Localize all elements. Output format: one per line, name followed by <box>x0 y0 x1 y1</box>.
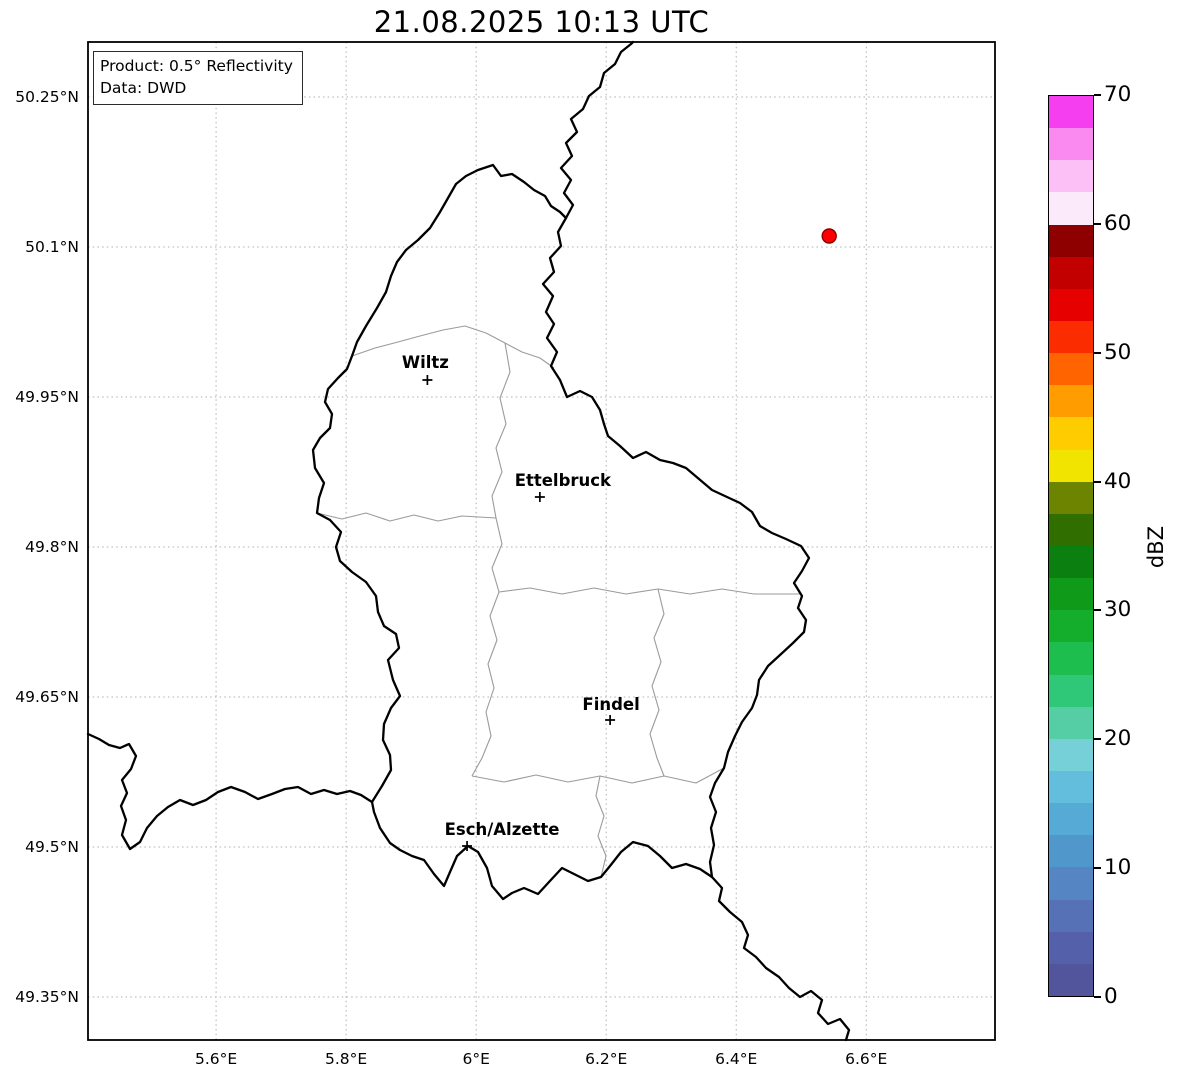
colorbar-tick-mark <box>1094 480 1101 483</box>
belgium-germany-border <box>559 40 635 220</box>
x-tick-label: 6°E <box>462 1050 490 1068</box>
district-border <box>316 512 497 522</box>
product-info-line: Product: 0.5° Reflectivity <box>100 57 293 75</box>
colorbar-segment <box>1049 674 1093 707</box>
y-tick-label: 49.5°N <box>25 838 79 856</box>
colorbar-tick-mark <box>1094 94 1101 96</box>
y-tick-label: 49.95°N <box>15 388 79 406</box>
colorbar-segment <box>1049 770 1093 804</box>
data-source-line: Data: DWD <box>100 79 187 97</box>
colorbar-segment <box>1049 706 1093 739</box>
x-tick-label: 6.4°E <box>715 1050 758 1068</box>
y-tick-label: 50.25°N <box>15 88 79 106</box>
colorbar-tick-label: 50 <box>1104 339 1132 365</box>
city-label: Wiltz <box>402 353 449 372</box>
colorbar-segment <box>1049 513 1093 546</box>
colorbar-segment <box>1049 256 1093 289</box>
colorbar-tick-mark <box>1094 996 1101 998</box>
colorbar-tick-label: 0 <box>1104 984 1118 1009</box>
city-label: Findel <box>582 695 639 714</box>
colorbar-segment <box>1049 481 1093 514</box>
city-label: Esch/Alzette <box>445 820 560 839</box>
france-belgium-border <box>86 732 374 851</box>
y-tick-label: 50.1°N <box>25 238 79 256</box>
x-tick-label: 5.6°E <box>194 1050 238 1068</box>
colorbar-segment <box>1049 449 1093 482</box>
x-tick-label: 5.8°E <box>325 1050 368 1068</box>
colorbar-segment <box>1049 545 1093 579</box>
district-border <box>471 517 503 777</box>
colorbar-segment <box>1049 802 1093 836</box>
colorbar-tick-label: 20 <box>1104 726 1132 752</box>
colorbar-segment <box>1049 867 1093 900</box>
colorbar-segment <box>1049 642 1093 675</box>
colorbar-segment <box>1049 417 1093 450</box>
colorbar-segment <box>1049 384 1093 418</box>
colorbar-segment <box>1049 192 1093 225</box>
y-tick-label: 49.8°N <box>25 538 79 556</box>
colorbar-segment <box>1049 224 1093 257</box>
colorbar-segment <box>1049 738 1093 771</box>
colorbar-segment <box>1049 320 1093 354</box>
colorbar-segment <box>1049 963 1093 996</box>
plot-frame <box>87 41 996 1041</box>
country-borders <box>86 40 851 1042</box>
colorbar-segment <box>1049 288 1093 321</box>
y-tick-label: 49.35°N <box>15 988 79 1006</box>
colorbar-tick-mark <box>1094 222 1101 225</box>
x-tick-label: 6.2°E <box>585 1050 628 1068</box>
colorbar-segment <box>1049 834 1093 868</box>
radar-location-marker <box>821 228 837 244</box>
district-border <box>498 587 800 595</box>
district-borders <box>316 325 800 878</box>
colorbar-tick-label: 30 <box>1104 597 1132 623</box>
colorbar-tick-label: 70 <box>1104 82 1132 107</box>
colorbar-segment <box>1049 931 1093 964</box>
colorbar-axis-label: dBZ <box>1144 525 1168 569</box>
district-border <box>595 775 607 878</box>
x-tick-label: 6.6°E <box>845 1050 888 1068</box>
colorbar-tick-mark <box>1094 351 1101 354</box>
colorbar-tick-label: 10 <box>1104 855 1132 881</box>
y-tick-label: 49.65°N <box>15 688 79 706</box>
city-marker-icon <box>605 715 616 725</box>
district-border <box>471 767 725 784</box>
district-border <box>649 588 665 777</box>
colorbar-segment <box>1049 95 1093 129</box>
colorbar-tick-label: 60 <box>1104 210 1132 236</box>
colorbar-tick-mark <box>1094 738 1101 741</box>
radar-dot <box>821 228 837 244</box>
city-marker-icon <box>422 375 433 385</box>
colorbar <box>1048 95 1094 997</box>
colorbar-segment <box>1049 577 1093 611</box>
colorbar-tick-mark <box>1094 867 1101 870</box>
colorbar-tick-mark <box>1094 609 1101 612</box>
district-border <box>351 325 555 369</box>
france-germany-border <box>710 875 851 1042</box>
colorbar-segment <box>1049 127 1093 161</box>
figure-title: 21.08.2025 10:13 UTC <box>373 5 710 39</box>
colorbar-tick-label: 40 <box>1104 468 1132 494</box>
colorbar-segment <box>1049 352 1093 386</box>
product-info-box: Product: 0.5° Reflectivity Data: DWD <box>93 51 303 105</box>
district-border <box>491 342 511 519</box>
city-marker-icon <box>462 841 473 851</box>
city-label: Ettelbruck <box>515 471 612 490</box>
luxembourg-border <box>311 163 811 901</box>
city-marker-icon <box>534 492 545 502</box>
colorbar-segment <box>1049 609 1093 643</box>
colorbar-segment <box>1049 899 1093 932</box>
colorbar-segment <box>1049 159 1093 193</box>
city-markers: Wiltz Ettelbruck Findel Esch/Alzette <box>402 353 640 851</box>
